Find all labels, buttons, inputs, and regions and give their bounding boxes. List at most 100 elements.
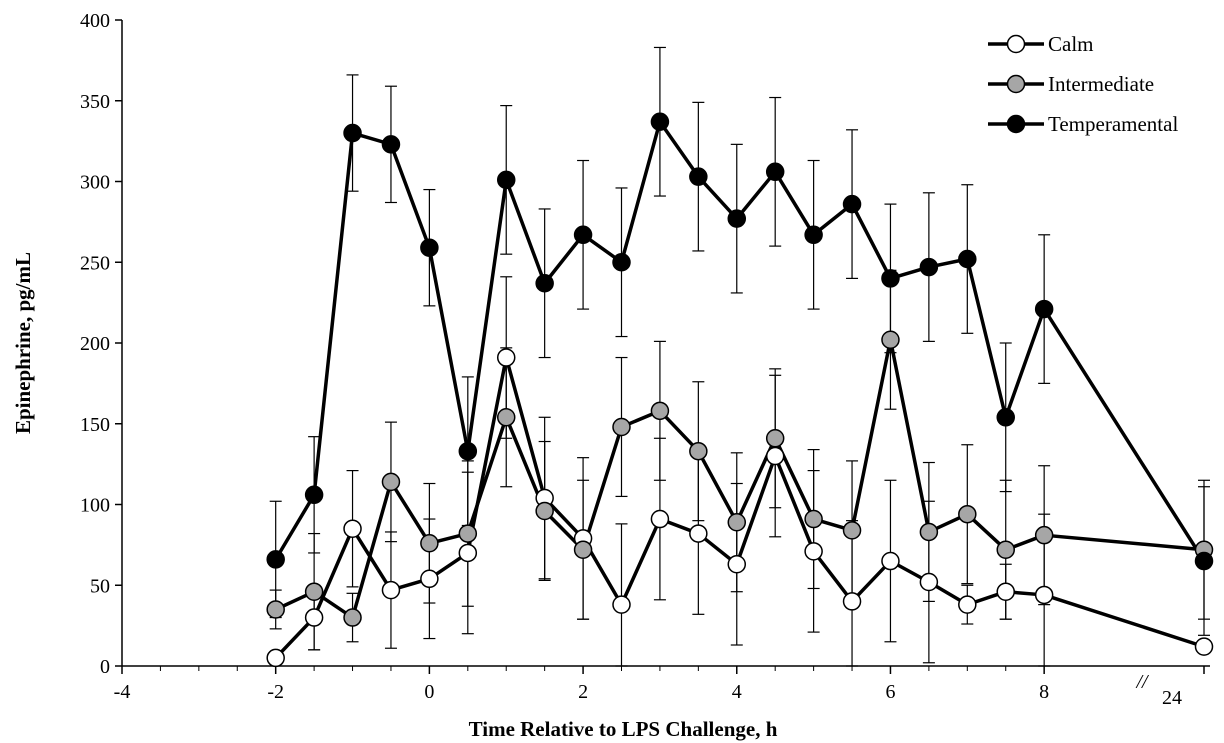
calm-point — [727, 555, 747, 574]
x-tick-label: -2 — [267, 681, 284, 703]
temperamental-series-line — [274, 119, 1206, 562]
intermediate-point — [919, 522, 939, 542]
intermediate-point — [689, 441, 708, 461]
intermediate-point — [535, 501, 554, 521]
intermediate-point — [765, 429, 785, 448]
intermediate-point — [612, 417, 631, 437]
y-tick-label: 350 — [80, 91, 110, 113]
calm-point — [996, 582, 1015, 601]
y-tick-label: 100 — [80, 495, 110, 517]
temperamental-point — [650, 112, 670, 131]
x-tick-label: -4 — [114, 681, 131, 703]
x-tick-label: 6 — [885, 681, 895, 703]
y-tick-label: 200 — [80, 333, 110, 355]
lines-layer — [274, 119, 1206, 660]
y-tick-label: 150 — [80, 414, 110, 436]
legend-entry-temperamental: Temperamental — [988, 112, 1178, 136]
calm-point — [689, 524, 708, 543]
y-tick-label: 400 — [80, 10, 110, 32]
temperamental-point — [535, 273, 554, 293]
calm-point — [958, 595, 977, 614]
legend-label: Calm — [1048, 32, 1094, 56]
intermediate-point — [496, 408, 516, 427]
legend-entry-calm: Calm — [988, 32, 1094, 56]
axis-break-symbol: // — [1135, 671, 1150, 693]
y-axis-title: Epinephrine, pg/mL — [11, 252, 35, 434]
temperamental-point — [612, 253, 631, 272]
calm-point — [1194, 637, 1214, 656]
x-tick-label: 8 — [1039, 681, 1049, 703]
calm-point — [765, 446, 785, 466]
temperamental-point — [343, 123, 362, 143]
temperamental-point — [804, 225, 823, 245]
calm-point — [420, 569, 439, 589]
calm-error-bar — [615, 523, 628, 667]
calm-point — [650, 509, 670, 529]
temperamental-point — [958, 249, 977, 269]
calm-point — [458, 543, 478, 563]
calm-point — [381, 580, 401, 600]
error-bars-layer — [269, 46, 1210, 667]
intermediate-point — [343, 608, 362, 627]
temperamental-point — [881, 269, 900, 288]
intermediate-point — [881, 330, 900, 350]
temperamental-point — [689, 167, 708, 186]
calm-point — [881, 551, 900, 571]
calm-point — [496, 348, 516, 367]
intermediate-point — [958, 504, 977, 524]
intermediate-point — [381, 472, 401, 492]
calm-point — [612, 595, 631, 614]
temperamental-point — [765, 162, 785, 182]
temperamental-point — [573, 225, 593, 245]
temperamental-point — [996, 408, 1015, 427]
temperamental-point — [304, 485, 324, 505]
legend-label: Intermediate — [1048, 72, 1154, 96]
calm-series-line — [274, 355, 1205, 660]
y-tick-label: 50 — [90, 575, 110, 597]
temperamental-point — [1034, 299, 1054, 319]
calm-point — [919, 572, 939, 592]
temperamental-point — [919, 257, 939, 277]
legend-label: Temperamental — [1048, 112, 1178, 136]
intermediate-point — [727, 513, 747, 532]
markers-layer — [266, 112, 1214, 668]
temperamental-point — [420, 238, 439, 257]
intermediate-point — [1034, 525, 1054, 545]
intermediate-point — [842, 521, 862, 540]
calm-point — [804, 542, 823, 561]
temperamental-point — [458, 441, 478, 461]
intermediate-series-line — [274, 338, 1205, 620]
intermediate-point — [266, 600, 285, 619]
x-tick-label-24: 24 — [1162, 687, 1182, 709]
legend-marker — [1006, 74, 1026, 94]
intermediate-point — [996, 540, 1015, 559]
y-tick-label: 250 — [80, 252, 110, 274]
intermediate-point — [420, 534, 439, 553]
y-tick-label: 0 — [100, 656, 110, 678]
x-tick-label: 2 — [578, 681, 588, 703]
intermediate-point — [573, 540, 593, 559]
intermediate-point — [650, 401, 670, 421]
intermediate-point — [304, 582, 324, 601]
calm-point — [1034, 585, 1054, 605]
temperamental-point — [727, 209, 747, 228]
temperamental-point — [496, 170, 516, 190]
intermediate-point — [804, 509, 823, 529]
legend-entry-intermediate: Intermediate — [988, 72, 1154, 96]
temperamental-point — [1194, 551, 1214, 571]
legend-marker — [1006, 34, 1026, 54]
intermediate-point — [458, 524, 478, 543]
calm-point — [842, 592, 862, 611]
calm-point — [266, 648, 285, 668]
calm-point — [343, 519, 362, 538]
temperamental-point — [381, 135, 401, 154]
x-tick-label: 4 — [732, 681, 742, 703]
x-tick-label: 0 — [424, 681, 434, 703]
temperamental-point — [842, 194, 862, 214]
temperamental-point — [266, 550, 285, 569]
x-axis-title: Time Relative to LPS Challenge, h — [469, 717, 778, 741]
legend-marker — [1006, 114, 1026, 134]
y-tick-label: 300 — [80, 172, 110, 194]
